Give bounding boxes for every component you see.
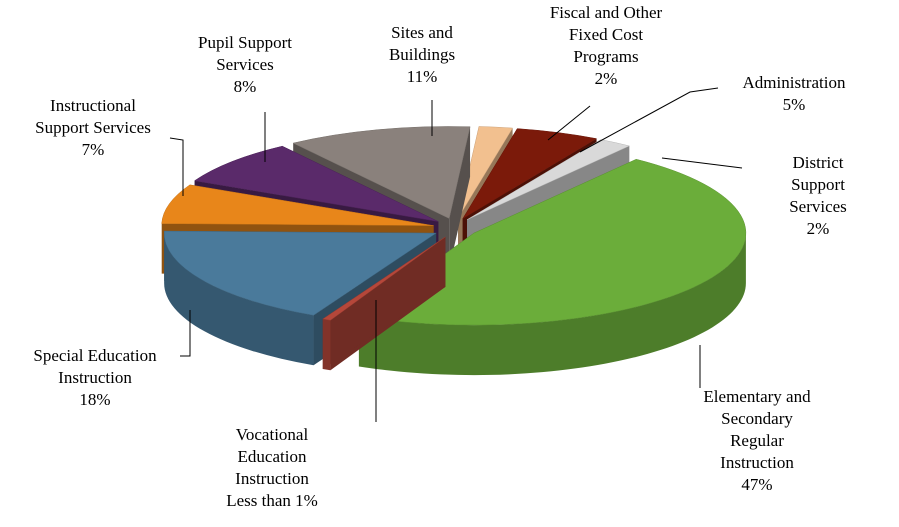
- value-label: 18%: [79, 390, 111, 409]
- category-label: Instructional Support Services: [35, 96, 151, 137]
- category-label: Administration: [742, 73, 846, 92]
- value-label: 11%: [406, 67, 438, 86]
- slice-label: Vocational Education Instruction Less tha…: [226, 424, 318, 512]
- slice: [163, 230, 437, 316]
- slice-label: Pupil Support Services 8%: [198, 32, 292, 98]
- category-label: District Support Services: [789, 153, 847, 216]
- category-label: Vocational Education Instruction: [235, 425, 309, 488]
- leader-line: [661, 157, 743, 169]
- slice-label: Sites and Buildings 11%: [389, 22, 455, 88]
- slice-label: Fiscal and Other Fixed Cost Programs 2%: [550, 2, 662, 90]
- slice: [358, 158, 747, 326]
- category-label: Sites and Buildings: [388, 23, 456, 64]
- slices: [161, 126, 747, 376]
- category-label: Elementary and Secondary Regular Instruc…: [703, 387, 811, 472]
- slice-cut-face: [449, 126, 471, 269]
- slice: [193, 145, 439, 222]
- slice: [322, 236, 446, 321]
- slice: [292, 126, 471, 219]
- slice: [457, 126, 514, 219]
- slice: [161, 184, 434, 226]
- leader-line: [579, 87, 719, 153]
- value-label: 8%: [233, 77, 257, 96]
- slice-label: Special Education Instruction 18%: [33, 345, 156, 411]
- slice-label: Administration 5%: [743, 72, 846, 116]
- value-label: 2%: [594, 69, 618, 88]
- value-label: 47%: [741, 475, 773, 494]
- category-label: Pupil Support Services: [198, 33, 292, 74]
- leader-lines: [169, 87, 743, 422]
- value-label: Less than 1%: [226, 491, 318, 510]
- value-label: 7%: [81, 140, 105, 159]
- category-label: Fiscal and Other Fixed Cost Programs: [549, 3, 663, 66]
- slice-label: Instructional Support Services 7%: [35, 95, 151, 161]
- value-label: 2%: [806, 219, 830, 238]
- slice-cut-face: [322, 236, 446, 370]
- slice: [462, 128, 598, 219]
- slice-label: District Support Services 2%: [778, 152, 859, 240]
- leader-line: [547, 105, 591, 141]
- slice-wall: [358, 233, 746, 376]
- slice-wall: [164, 233, 314, 366]
- slice: [466, 139, 631, 220]
- leader-line: [180, 310, 191, 357]
- slice-label: Elementary and Secondary Regular Instruc…: [703, 386, 810, 496]
- category-label: Special Education Instruction: [33, 346, 157, 387]
- slice-wall: [322, 319, 331, 371]
- value-label: 5%: [782, 95, 806, 114]
- leader-line: [169, 137, 184, 196]
